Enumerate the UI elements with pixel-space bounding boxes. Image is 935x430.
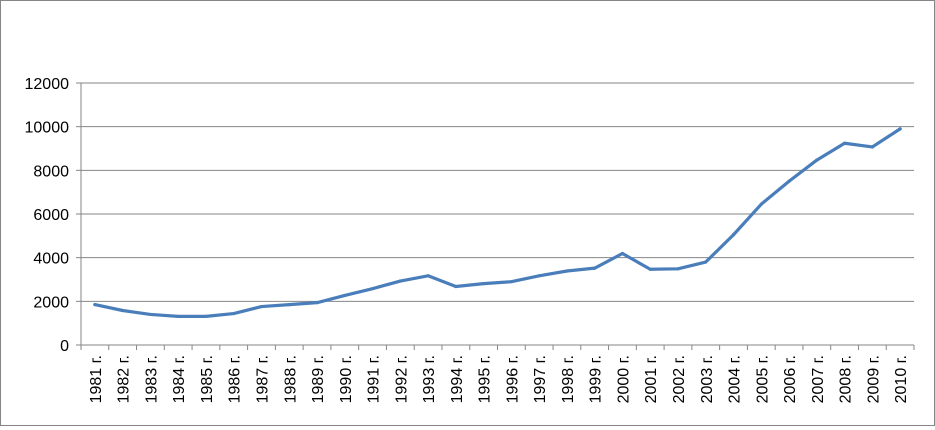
x-axis: 1981 г. 1982 г. 1983 г. 1984 г. 1985 г. 1986 … — [80, 344, 915, 403]
x-tick-label: 2001 г. — [643, 355, 660, 403]
y-tick-label: 12000 — [25, 76, 70, 93]
x-tick-label: 1996 г. — [504, 355, 521, 403]
data-point — [509, 280, 513, 284]
x-tick-label: 2003 г. — [699, 355, 716, 403]
x-tick-label: 1999 г. — [588, 355, 605, 403]
data-point — [842, 141, 847, 145]
gridlines — [81, 82, 914, 302]
data-point — [731, 233, 736, 237]
x-tick-label: 1997 г. — [532, 355, 549, 403]
x-tick-label: 2007 г. — [810, 355, 827, 403]
data-point — [343, 293, 347, 298]
x-tick-label: 2009 г. — [865, 355, 882, 403]
data-point — [426, 274, 430, 278]
data-point — [537, 274, 541, 278]
data-point — [593, 266, 597, 270]
data-point — [676, 267, 680, 271]
y-tick-label: 2000 — [33, 294, 69, 311]
data-point — [148, 312, 153, 317]
x-tick-label: 1992 г. — [393, 355, 410, 403]
y-tick-label: 4000 — [33, 251, 69, 268]
x-tick-label: 2000 г. — [615, 355, 632, 403]
x-tick-label: 1989 г. — [310, 355, 327, 403]
data-point — [704, 260, 708, 264]
data-point — [93, 303, 97, 307]
data-point — [370, 287, 375, 291]
x-tick-label: 1987 г. — [254, 355, 271, 403]
data-point — [815, 158, 819, 162]
y-tick-label: 10000 — [25, 120, 70, 137]
data-point — [287, 303, 291, 307]
x-tick-label: 1984 г. — [171, 355, 188, 403]
x-tick-label: 2008 г. — [838, 355, 855, 403]
data-point — [315, 301, 319, 305]
data-point — [398, 279, 402, 283]
x-tick-label: 1986 г. — [227, 355, 244, 403]
y-tick-label: 6000 — [33, 207, 69, 224]
x-tick-label: 2010 г. — [893, 355, 910, 403]
x-tick-label: 2006 г. — [782, 355, 799, 403]
data-point — [176, 314, 180, 318]
series-group — [93, 127, 902, 318]
data-point — [482, 282, 486, 286]
x-tick-label: 2002 г. — [671, 355, 688, 403]
y-axis: 0 2000 4000 6000 8000 10000 12000 — [25, 76, 82, 355]
x-tick-label: 1988 г. — [282, 355, 299, 403]
data-point — [898, 127, 902, 131]
x-tick-label: 1993 г. — [421, 355, 438, 403]
y-tick-label: 0 — [60, 338, 69, 355]
data-point — [204, 314, 208, 318]
data-point — [121, 308, 125, 313]
x-tick-label: 1983 г. — [143, 355, 160, 403]
data-point — [454, 284, 458, 289]
data-point — [620, 251, 625, 256]
x-tick-label: 1994 г. — [449, 355, 466, 403]
y-tick-label: 8000 — [33, 163, 69, 180]
data-point — [870, 145, 874, 149]
data-point — [648, 267, 652, 271]
data-point — [759, 202, 763, 206]
x-tick-label: 1985 г. — [199, 355, 216, 403]
x-tick-label: 1995 г. — [477, 355, 494, 403]
x-tick-label: 1981 г. — [88, 355, 105, 403]
x-tick-label: 1991 г. — [366, 355, 383, 403]
x-tick-label: 1982 г. — [116, 355, 133, 403]
x-tick-label: 2005 г. — [754, 355, 771, 403]
data-point — [787, 179, 791, 183]
x-tick-label: 1998 г. — [560, 355, 577, 403]
data-point — [565, 269, 569, 273]
series-line — [93, 127, 902, 318]
x-tick-label: 1990 г. — [338, 355, 355, 403]
data-point — [259, 304, 264, 309]
x-tick-label: 2004 г. — [727, 355, 744, 403]
data-point — [232, 311, 236, 316]
